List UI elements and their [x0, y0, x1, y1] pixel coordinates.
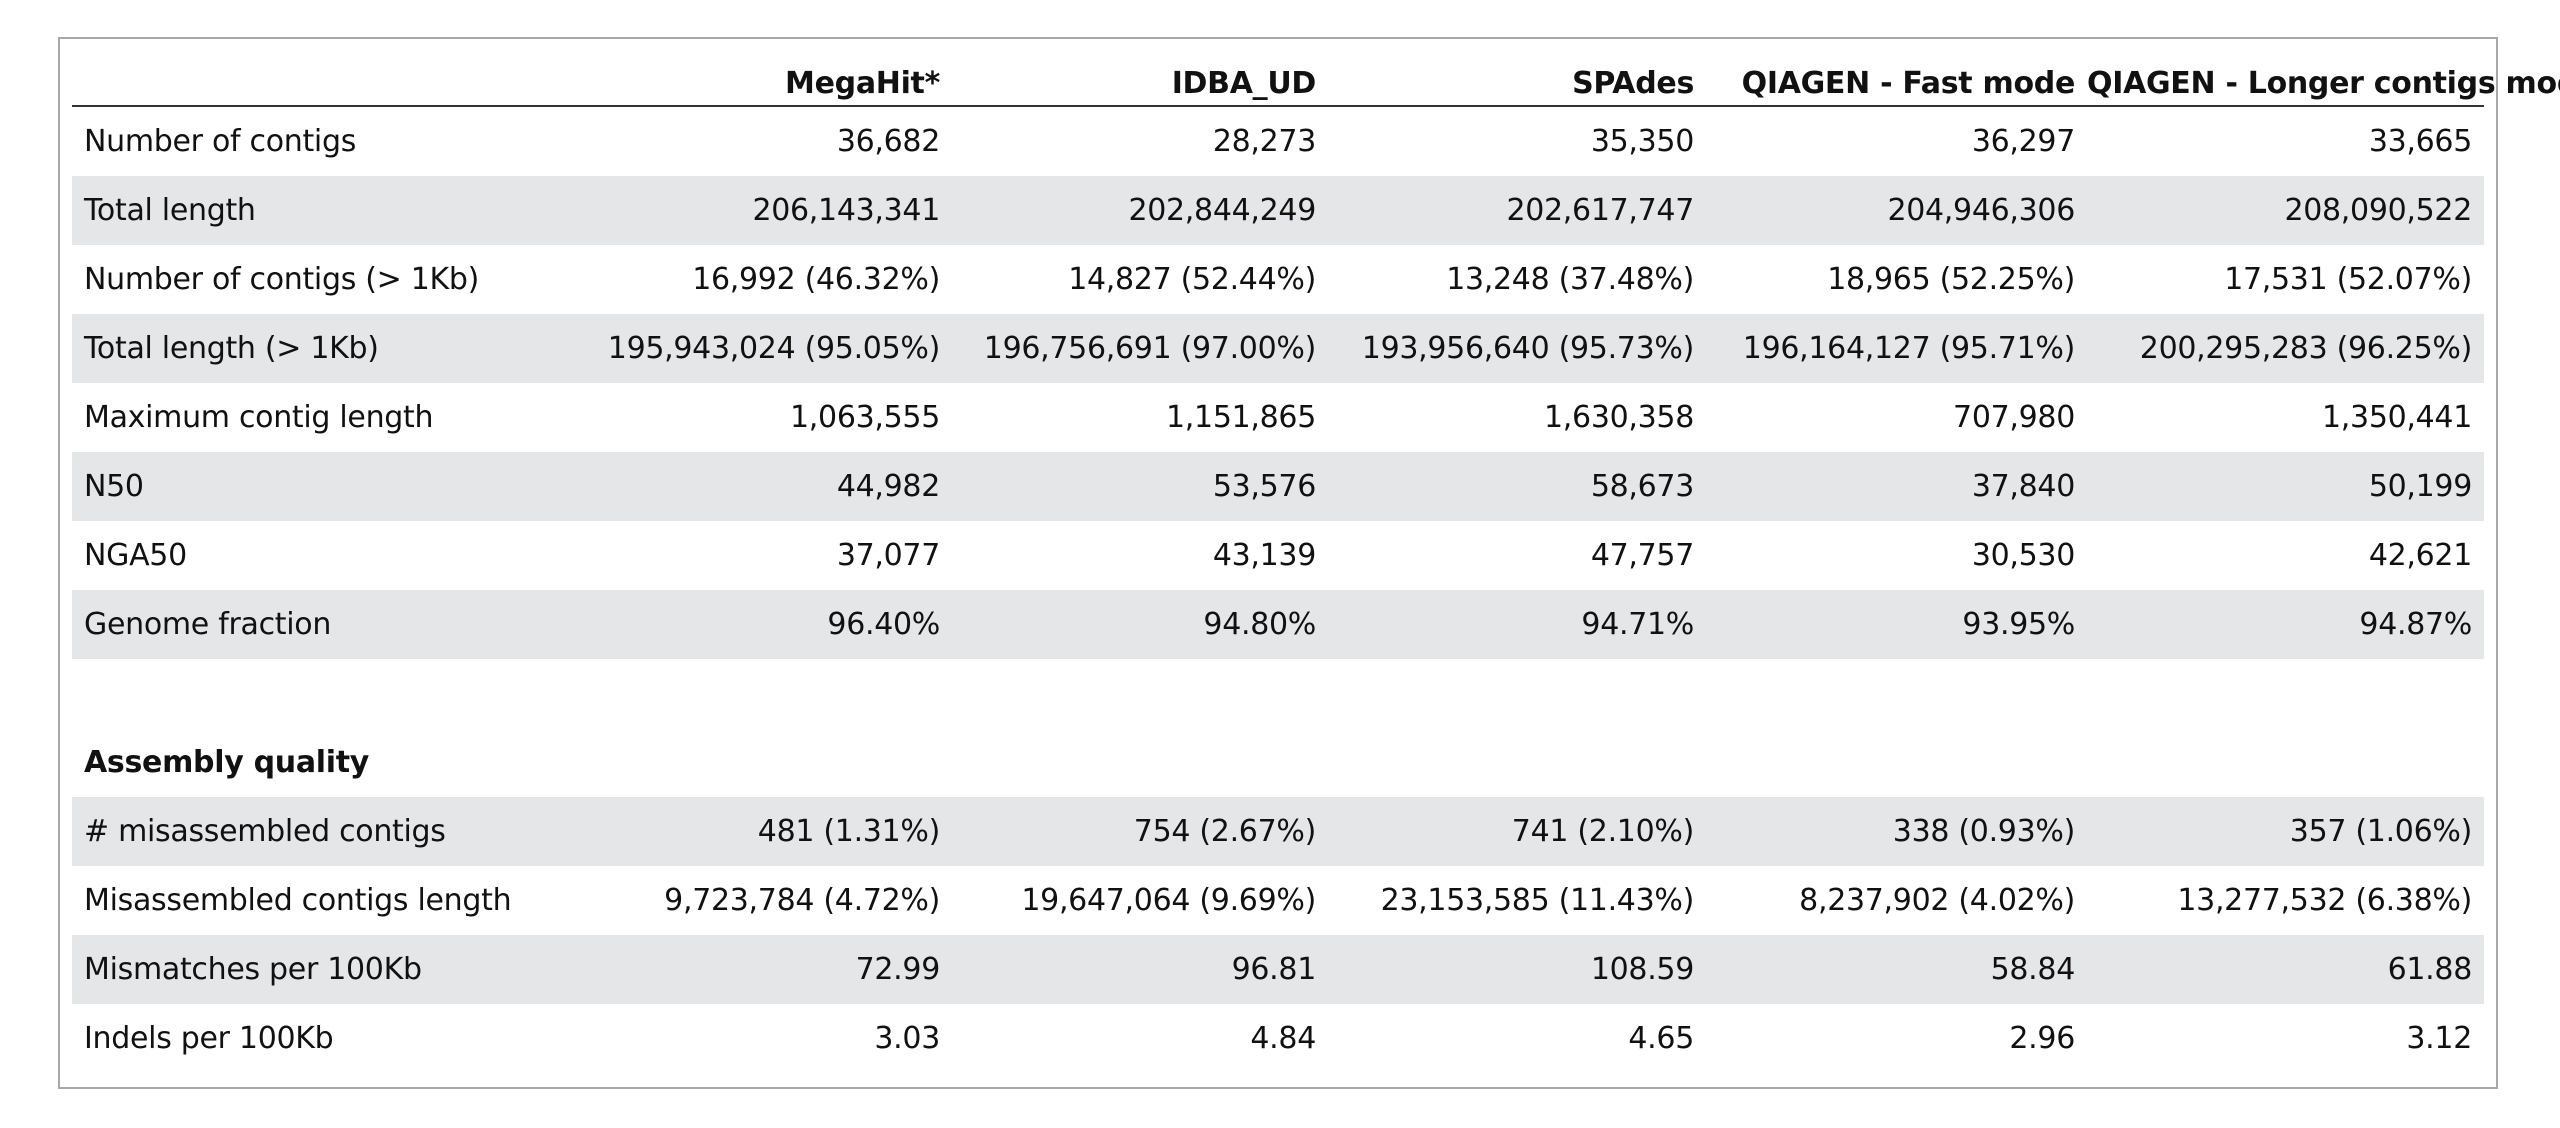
table-cell: 94.80%: [952, 590, 1328, 659]
table-cell: 96.81: [952, 935, 1328, 1004]
row-label: Maximum contig length: [84, 400, 434, 435]
table-cell: 50,199: [2087, 452, 2484, 521]
table-cell: 202,844,249: [952, 176, 1328, 245]
table-cell: 19,647,064 (9.69%): [1021, 883, 1316, 918]
table-cell: 93.95%: [1706, 590, 2087, 659]
row-label: Genome fraction: [72, 590, 552, 659]
table-cell: 61.88: [2087, 935, 2484, 1004]
row-label: Misassembled contigs length: [84, 883, 512, 918]
table-row: Total length (> 1Kb) 195,943,024 (95.05%)…: [72, 314, 2484, 383]
table-cell: 53,576: [952, 452, 1328, 521]
table-cell: 94.87%: [2087, 590, 2484, 659]
table-cell: 193,956,640 (95.73%): [1328, 314, 1706, 383]
row-label: N50: [72, 452, 552, 521]
table-cell: 44,982: [552, 452, 952, 521]
table-cell: 36,297: [1971, 124, 2075, 159]
table-row: N50 44,982 53,576 58,673 37,840 50,199: [72, 452, 2484, 521]
table-cell: 42,621: [2368, 538, 2472, 573]
table-row: NGA50 37,077 43,139 47,757 30,530 42,621: [72, 521, 2484, 590]
column-header-megahit: MegaHit*: [552, 43, 952, 107]
table-row: Number of contigs (> 1Kb) 16,992 (46.32%)…: [72, 245, 2484, 314]
table-cell: 17,531 (52.07%): [2224, 262, 2472, 297]
table-cell: 37,840: [1706, 452, 2087, 521]
table-cell: 47,757: [1590, 538, 1694, 573]
table-cell: 8,237,902 (4.02%): [1799, 883, 2075, 918]
table-cell: 202,617,747: [1328, 176, 1706, 245]
table-cell: 206,143,341: [552, 176, 952, 245]
table-cell: 13,248 (37.48%): [1446, 262, 1694, 297]
table-row: Indels per 100Kb 3.03 4.84 4.65 2.96 3.12: [72, 1004, 2484, 1073]
table-row: Total length 206,143,341 202,844,249 202,61…: [72, 176, 2484, 245]
row-label: Number of contigs (> 1Kb): [84, 262, 480, 297]
table-cell: 35,350: [1590, 124, 1694, 159]
table-cell: 16,992 (46.32%): [692, 262, 940, 297]
table-cell: 2.96: [2009, 1021, 2075, 1056]
table-cell: 1,350,441: [2322, 400, 2472, 435]
table-cell: 1,630,358: [1544, 400, 1694, 435]
table-row: Misassembled contigs length 9,723,784 (4.…: [72, 866, 2484, 935]
table-cell: 4.65: [1628, 1021, 1694, 1056]
column-header-qiagen-fast: QIAGEN - Fast mode: [1706, 43, 2087, 107]
table-row: Mismatches per 100Kb 72.99 96.81 108.59 58.8…: [72, 935, 2484, 1004]
table-cell: 37,077: [836, 538, 940, 573]
table-cell: 23,153,585 (11.43%): [1380, 883, 1695, 918]
table-cell: 3.03: [874, 1021, 940, 1056]
table-cell: 33,665: [2368, 124, 2472, 159]
table-cell: 72.99: [552, 935, 952, 1004]
table-cell: 108.59: [1328, 935, 1706, 1004]
row-label: Mismatches per 100Kb: [72, 935, 552, 1004]
table-cell: 36,682: [836, 124, 940, 159]
table-cell: 96.40%: [552, 590, 952, 659]
table-cell: 754 (2.67%): [952, 797, 1328, 866]
table-body: Number of contigs 36,682 28,273 35,350 36,29…: [72, 106, 2484, 1073]
row-label: Number of contigs: [84, 124, 357, 159]
table-row: Genome fraction 96.40% 94.80% 94.71% 93.95% 9…: [72, 590, 2484, 659]
column-header-metric: [72, 43, 552, 107]
section-header-row: Assembly quality: [72, 728, 2484, 797]
table-cell: 204,946,306: [1706, 176, 2087, 245]
row-label: Total length: [72, 176, 552, 245]
table-cell: 357 (1.06%): [2087, 797, 2484, 866]
column-header-spades: SPAdes: [1328, 43, 1706, 107]
table-frame: [58, 37, 2498, 1089]
table-cell: 338 (0.93%): [1706, 797, 2087, 866]
table-cell: 195,943,024 (95.05%): [552, 314, 952, 383]
assembly-comparison-table: MegaHit* IDBA_UD SPAdes QIAGEN - Fast mo…: [72, 43, 2560, 1073]
row-label: Indels per 100Kb: [84, 1021, 334, 1056]
table-cell: 28,273: [1212, 124, 1316, 159]
table-cell: 707,980: [1953, 400, 2075, 435]
spacer-cell: [72, 659, 2484, 728]
table-cell: 30,530: [1971, 538, 2075, 573]
table-cell: 43,139: [1212, 538, 1316, 573]
table-cell: 94.71%: [1328, 590, 1706, 659]
table-cell: 18,965 (52.25%): [1827, 262, 2075, 297]
table-row: # misassembled contigs 481 (1.31%) 754 (2.…: [72, 797, 2484, 866]
table-cell: 14,827 (52.44%): [1068, 262, 1316, 297]
row-label: Total length (> 1Kb): [72, 314, 552, 383]
table-cell: 196,164,127 (95.71%): [1706, 314, 2087, 383]
table-cell: 1,063,555: [790, 400, 940, 435]
row-label: NGA50: [84, 538, 187, 573]
table-cell: 196,756,691 (97.00%): [952, 314, 1328, 383]
table-cell: 4.84: [1250, 1021, 1316, 1056]
table-cell: 58,673: [1328, 452, 1706, 521]
header-row: MegaHit* IDBA_UD SPAdes QIAGEN - Fast mo…: [72, 43, 2560, 107]
section-title: Assembly quality: [84, 745, 370, 780]
table-cell: 58.84: [1706, 935, 2087, 1004]
spacer-row: [72, 659, 2484, 728]
row-label: # misassembled contigs: [72, 797, 552, 866]
table-cell: 481 (1.31%): [552, 797, 952, 866]
column-header-idba-ud: IDBA_UD: [952, 43, 1328, 107]
table-cell: 9,723,784 (4.72%): [664, 883, 940, 918]
table-cell: 13,277,532 (6.38%): [2177, 883, 2472, 918]
column-header-qiagen-longer: QIAGEN - Longer contigs mode: [2087, 43, 2560, 107]
table-row: Number of contigs 36,682 28,273 35,350 36,29…: [72, 106, 2484, 176]
table-cell: 200,295,283 (96.25%): [2087, 314, 2484, 383]
table-cell: 1,151,865: [1166, 400, 1316, 435]
table-cell: 3.12: [2406, 1021, 2472, 1056]
table-cell: 208,090,522: [2087, 176, 2484, 245]
table-row: Maximum contig length 1,063,555 1,151,865 1…: [72, 383, 2484, 452]
table-cell: 741 (2.10%): [1328, 797, 1706, 866]
